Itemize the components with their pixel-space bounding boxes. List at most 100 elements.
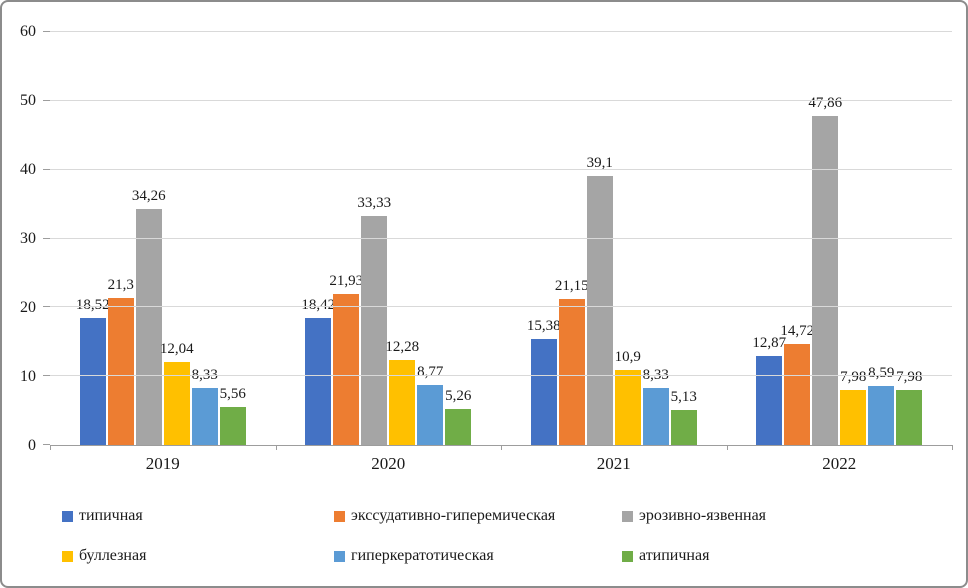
bar — [670, 409, 697, 445]
legend-label: атипичная — [639, 547, 710, 564]
bar-slot: 39,1 — [587, 32, 613, 445]
bar-value-label: 12,28 — [385, 339, 420, 356]
bar-value-label: 7,98 — [840, 369, 867, 386]
bar — [840, 390, 867, 445]
bar — [756, 356, 783, 445]
gridline — [50, 237, 952, 239]
bar — [614, 369, 641, 445]
bar-slot: 34,26 — [132, 32, 166, 445]
bar-group: 18,52 21,3 34,26 12,04 8,33 5,56 — [50, 32, 276, 445]
bar — [79, 317, 106, 445]
bar-value-label: 10,9 — [614, 348, 641, 365]
bar-slot: 12,04 — [160, 32, 194, 445]
bar-slot: 8,33 — [643, 32, 669, 445]
bar-slot: 5,56 — [220, 32, 246, 445]
legend: типичная экссудативно-гиперемическая эрози… — [62, 496, 942, 576]
gridline — [50, 168, 952, 170]
legend-item: гиперкератотическая — [334, 547, 622, 565]
bar — [361, 215, 388, 445]
bar-value-label: 15,38 — [526, 318, 561, 335]
bar-slot: 47,86 — [808, 32, 842, 445]
bar-slot: 12,87 — [752, 32, 786, 445]
bar-value-label: 12,04 — [159, 341, 194, 358]
y-axis-tick — [43, 375, 50, 377]
y-axis-tick-label: 0 — [28, 437, 36, 454]
bar — [812, 115, 839, 445]
bar-value-label: 8,77 — [417, 363, 444, 380]
y-axis-tick — [43, 99, 50, 101]
bar-value-label: 47,86 — [808, 94, 843, 111]
bar-value-label: 39,1 — [586, 154, 613, 171]
bar — [191, 387, 218, 445]
legend-item: эрозивно-язвенная — [622, 507, 942, 525]
bar-slot: 21,15 — [555, 32, 589, 445]
gridline — [50, 31, 952, 32]
x-axis-tick — [275, 445, 277, 450]
bar-value-label: 33,33 — [357, 194, 392, 211]
bar-slot: 7,98 — [840, 32, 866, 445]
y-axis-tick — [43, 237, 50, 239]
plot-area: 18,52 21,3 34,26 12,04 8,33 5,56 18,42 21,93 33,… — [43, 31, 953, 450]
bar — [305, 318, 332, 445]
bar-group: 15,38 21,15 39,1 10,9 8,33 5,13 — [501, 32, 727, 445]
bar-group: 12,87 14,72 47,86 7,98 8,59 7,98 — [727, 32, 953, 445]
y-axis-tick — [43, 31, 50, 32]
x-axis-tick — [726, 445, 728, 450]
bar — [389, 360, 416, 445]
bar-slot: 18,42 — [301, 32, 335, 445]
bar-group: 18,42 21,93 33,33 12,28 8,77 5,26 — [276, 32, 502, 445]
gridline — [50, 99, 952, 101]
bar-slot: 21,3 — [108, 32, 134, 445]
bar — [417, 384, 444, 445]
bar — [558, 299, 585, 445]
legend-swatch-icon — [334, 550, 345, 562]
x-axis-tick — [952, 445, 953, 450]
bar-value-label: 21,93 — [329, 273, 364, 290]
bar — [445, 408, 472, 445]
bar-slot: 12,28 — [385, 32, 419, 445]
x-axis-labels: 2019 2020 2021 2022 — [50, 454, 952, 476]
category-label: 2020 — [371, 454, 406, 473]
legend-label: гиперкератотическая — [351, 547, 494, 564]
bar-slot: 5,26 — [445, 32, 471, 445]
bar-slot: 5,13 — [671, 32, 697, 445]
bar-value-label: 21,15 — [554, 278, 589, 295]
bar-value-label: 14,72 — [780, 322, 815, 339]
x-axis-tick — [50, 445, 51, 450]
legend-label: эрозивно-язвенная — [639, 507, 767, 524]
legend-swatch-icon — [62, 510, 73, 522]
bar — [107, 298, 134, 445]
y-axis-tick-label: 60 — [20, 23, 36, 40]
legend-item: типичная — [62, 507, 334, 525]
bar-slot: 8,33 — [192, 32, 218, 445]
gridline — [50, 375, 952, 377]
legend-swatch-icon — [622, 510, 633, 522]
bar-value-label: 5,56 — [219, 385, 246, 402]
bar-slot: 21,93 — [329, 32, 363, 445]
y-axis-tick — [43, 306, 50, 308]
legend-item: атипичная — [622, 547, 942, 565]
y-axis-labels: 0 10 20 30 40 50 60 — [2, 24, 42, 454]
bar-value-label: 12,87 — [752, 335, 787, 352]
bar-value-label: 5,13 — [670, 388, 697, 405]
bar — [219, 406, 246, 445]
legend-label: буллезная — [79, 547, 147, 564]
bar-slot: 8,77 — [417, 32, 443, 445]
bar — [868, 385, 895, 445]
category-label: 2022 — [822, 454, 857, 473]
bar-slot: 10,9 — [615, 32, 641, 445]
bar-slot: 18,52 — [76, 32, 110, 445]
legend-item: буллезная — [62, 547, 334, 565]
bar — [135, 209, 162, 445]
y-axis-tick-label: 40 — [20, 161, 36, 179]
bar — [586, 175, 613, 445]
gridline — [50, 306, 952, 308]
bar — [642, 387, 669, 445]
y-axis-tick-label: 20 — [20, 299, 36, 317]
bar-value-label: 8,59 — [868, 364, 895, 381]
bar-value-label: 7,98 — [896, 369, 923, 386]
legend-swatch-icon — [622, 550, 633, 562]
y-axis-tick-label: 30 — [20, 230, 36, 247]
bar-value-label: 8,33 — [642, 366, 669, 383]
